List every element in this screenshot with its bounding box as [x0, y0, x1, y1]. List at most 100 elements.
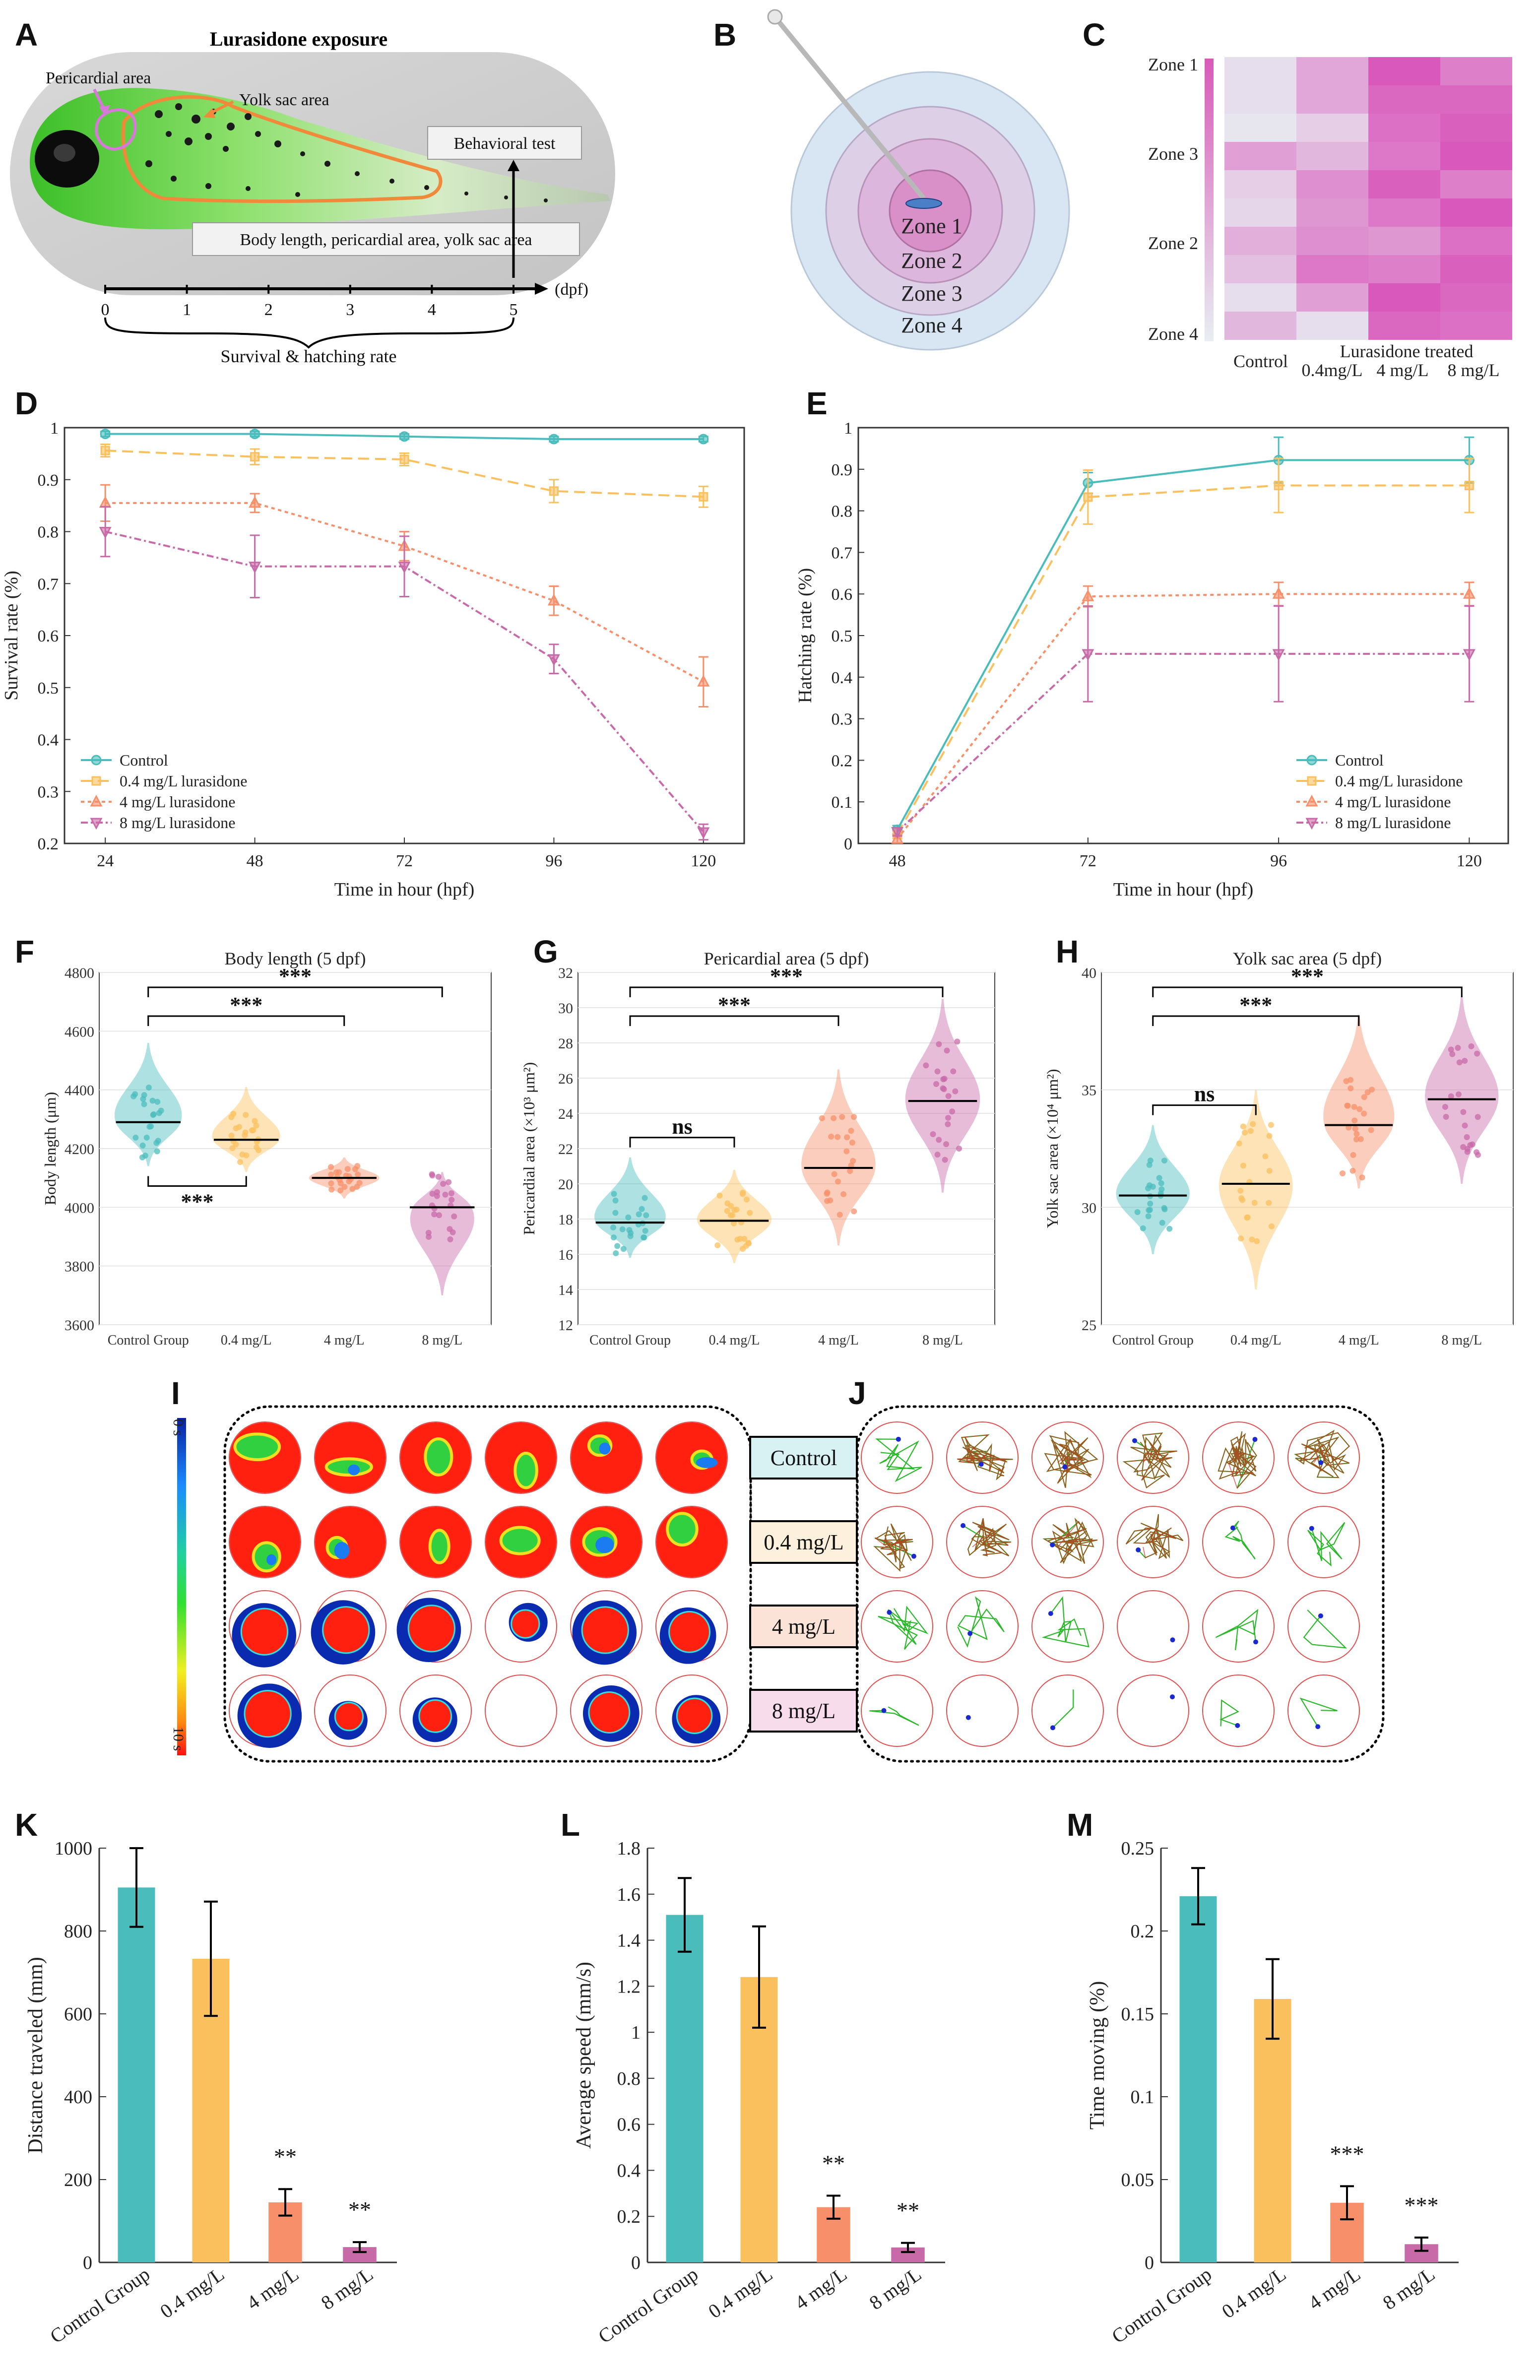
- data-point: [1249, 1236, 1255, 1243]
- zone-1-label: Zone 1: [901, 214, 962, 238]
- y-tick-label: 25: [1082, 1317, 1096, 1334]
- data-point: [142, 1153, 148, 1159]
- y-tick-label: 0.2: [832, 752, 853, 770]
- track-well: [1202, 1421, 1275, 1494]
- data-point: [154, 1148, 160, 1155]
- panel-label-g: G: [533, 934, 558, 969]
- distance-bar-chart: 0 200 400 600 800 1000 Distance traveled (mm) C…: [24, 1838, 397, 2348]
- data-point: [731, 1207, 738, 1213]
- panel-label-b: B: [713, 17, 736, 53]
- heat-row-zone1: Zone 1: [1148, 55, 1198, 74]
- y-tick-label: 0.9: [38, 471, 59, 490]
- heat-occupancy-core: [418, 1699, 452, 1733]
- heat-blob: [499, 1526, 541, 1555]
- sig-label: ***: [279, 964, 312, 988]
- data-point: [355, 1171, 361, 1178]
- track-well: [1031, 1506, 1104, 1578]
- sig-label: ***: [1330, 2141, 1364, 2166]
- well-outline: [1117, 1674, 1189, 1747]
- heat-well: [655, 1590, 728, 1664]
- data-point: [643, 1212, 649, 1219]
- heat-occupancy-core: [676, 1697, 713, 1735]
- track-well: [1287, 1421, 1360, 1494]
- data-point: [143, 1134, 150, 1141]
- data-point: [436, 1212, 443, 1219]
- legend-entry: 8 mg/L lurasidone: [1335, 814, 1451, 832]
- heat-well: [396, 1590, 472, 1663]
- data-point: [1247, 1128, 1254, 1134]
- data-point: [941, 1086, 947, 1093]
- heat-well: [655, 1674, 728, 1747]
- start-point: [1136, 1547, 1141, 1552]
- data-point: [625, 1214, 632, 1221]
- heatmap-cell: [1440, 255, 1512, 283]
- data-point: [844, 1134, 850, 1141]
- zone-2-label: Zone 2: [901, 249, 962, 273]
- start-point: [896, 1436, 901, 1442]
- start-point: [911, 1553, 916, 1559]
- violin-shape: [801, 1069, 876, 1246]
- data-point: [1262, 1153, 1269, 1159]
- data-point: [1353, 1136, 1359, 1143]
- data-point: [834, 1134, 841, 1140]
- data-point: [840, 1191, 847, 1197]
- heatmap-cell: [1224, 85, 1296, 114]
- x-tick-label: 8 mg/L: [1379, 2263, 1439, 2315]
- data-point: [697, 675, 710, 687]
- y-tick-label: 4400: [64, 1083, 94, 1099]
- data-point: [1348, 1085, 1354, 1092]
- data-point: [1305, 818, 1318, 830]
- y-tick-label: 4000: [64, 1200, 94, 1216]
- violin-shape: [905, 999, 980, 1193]
- bar: [1179, 1896, 1217, 2262]
- data-point: [731, 1220, 737, 1226]
- well-outline: [946, 1590, 1019, 1663]
- group-label: 4 mg/L: [749, 1605, 858, 1648]
- data-point: [449, 1197, 455, 1203]
- panel-label-j: J: [848, 1375, 866, 1411]
- x-tick-label: 8 mg/L: [317, 2263, 377, 2315]
- x-axis-label: Time in hour (hpf): [1113, 879, 1254, 900]
- data-point: [431, 1205, 438, 1212]
- data-point: [891, 827, 904, 839]
- legend-entry: Control: [1335, 751, 1384, 769]
- panel-c: C Zone 1 Zone 3 Zone 2 Zone 4 Control Lu…: [1083, 17, 1512, 380]
- survival-brace: [104, 317, 514, 349]
- swim-track-fast: [1123, 1432, 1177, 1488]
- data-point: [848, 1162, 854, 1168]
- sig-bracket: [1152, 1015, 1360, 1026]
- behavioral-label: Behavioral test: [454, 134, 556, 153]
- chart-title: Pericardial area (5 dpf): [704, 949, 869, 968]
- heatmap-cell: [1440, 170, 1512, 198]
- data-point: [1475, 1152, 1481, 1158]
- heatmap-zone-bar: [1205, 59, 1214, 341]
- hatching-chart: 0 0.1 0.2 0.3 0.4 0.5 0.6 0.7 0.8 0.9 1 48 72 96 120 Ti…: [795, 419, 1509, 900]
- well-outline: [1117, 1590, 1189, 1663]
- data-point: [434, 1189, 440, 1195]
- data-point: [249, 1127, 255, 1134]
- heatmap-cell: [1296, 312, 1368, 340]
- heat-blob: [428, 1529, 450, 1564]
- well-outline: [861, 1421, 933, 1494]
- data-point: [1462, 1058, 1468, 1064]
- violin-shape: [594, 1157, 666, 1258]
- series-line: [896, 484, 1470, 835]
- timeline-ticks: 0 1 2 3 4 5: [101, 285, 518, 319]
- data-point: [945, 1115, 952, 1121]
- track-well: [1031, 1590, 1104, 1663]
- timeline-tick-label: 5: [510, 301, 518, 319]
- heat-blob: [252, 1541, 281, 1573]
- data-point: [1359, 1174, 1365, 1181]
- timeline-tick-label: 4: [428, 301, 436, 319]
- sig-bracket: [147, 986, 443, 997]
- heatmap-cell: [1296, 114, 1368, 142]
- swim-track: [878, 1606, 929, 1650]
- y-tick-label: 4600: [64, 1024, 94, 1040]
- y-tick-label: 30: [1082, 1200, 1096, 1216]
- heat-occupancy-core: [668, 1610, 711, 1653]
- data-point: [843, 1148, 850, 1155]
- data-point: [1361, 1094, 1367, 1100]
- y-tick-label: 28: [558, 1035, 573, 1052]
- track-well: [1287, 1674, 1360, 1747]
- sig-label: ns: [672, 1114, 693, 1139]
